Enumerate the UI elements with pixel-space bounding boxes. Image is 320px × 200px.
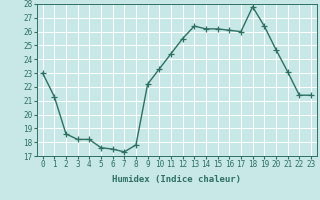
X-axis label: Humidex (Indice chaleur): Humidex (Indice chaleur) <box>112 175 241 184</box>
